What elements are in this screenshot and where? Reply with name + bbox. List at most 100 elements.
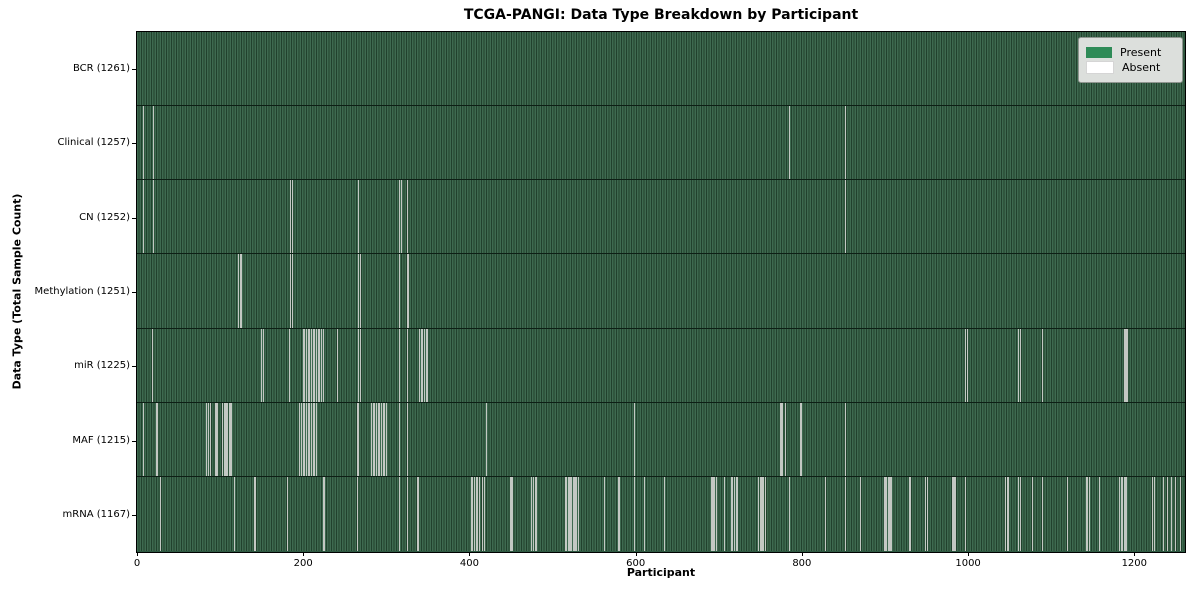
- absent-stripe: [1042, 328, 1044, 402]
- absent-stripe: [222, 402, 224, 477]
- absent-stripe: [1152, 477, 1154, 552]
- absent-stripe: [228, 402, 230, 477]
- absent-stripe: [379, 402, 381, 477]
- absent-stripe: [314, 328, 316, 402]
- absent-stripe: [408, 254, 410, 328]
- absent-stripe: [291, 180, 293, 254]
- y-tick-mark: [132, 143, 136, 145]
- absent-stripe: [571, 477, 573, 552]
- heatmap-rows: [136, 31, 1185, 552]
- heatmap-row-cn: [136, 180, 1185, 255]
- absent-stripe: [261, 328, 263, 402]
- absent-stripe: [1123, 477, 1125, 552]
- chart-title: TCGA-PANGI: Data Type Breakdown by Parti…: [463, 7, 859, 23]
- legend-item-absent: Absent: [1086, 61, 1174, 74]
- absent-stripe: [304, 328, 306, 402]
- absent-stripe: [322, 328, 324, 402]
- absent-stripe: [664, 477, 666, 552]
- absent-stripe: [844, 105, 846, 180]
- absent-stripe: [926, 477, 928, 552]
- absent-stripe: [360, 254, 362, 328]
- absent-stripe: [420, 328, 422, 402]
- absent-stripe: [475, 477, 477, 552]
- absent-stripe: [859, 477, 861, 552]
- absent-stripe: [323, 477, 325, 552]
- absent-stripe: [262, 328, 264, 402]
- x-tick-mark: [1134, 552, 1136, 556]
- absent-stripe: [784, 402, 786, 477]
- y-tick-mark: [132, 514, 136, 516]
- absent-stripe: [223, 402, 225, 477]
- absent-stripe: [532, 477, 535, 552]
- absent-stripe: [1098, 477, 1100, 552]
- absent-stripe: [316, 402, 318, 477]
- absent-stripe: [1127, 328, 1129, 402]
- legend-label-present: Present: [1120, 46, 1162, 59]
- absent-stripe: [306, 402, 308, 477]
- absent-stripe: [309, 402, 311, 477]
- absent-stripe: [951, 477, 953, 552]
- absent-stripe: [844, 402, 846, 477]
- absent-stripe: [712, 477, 714, 552]
- absent-stripe: [399, 402, 401, 477]
- absent-stripe: [724, 477, 726, 552]
- absent-stripe: [307, 328, 309, 402]
- absent-stripe: [478, 477, 480, 552]
- absent-stripe: [143, 105, 145, 180]
- heatmap-row-maf: [136, 402, 1185, 478]
- absent-stripe: [159, 477, 161, 552]
- absent-stripe: [887, 477, 889, 552]
- absent-stripe: [372, 402, 374, 477]
- absent-stripe: [358, 254, 360, 328]
- absent-stripe: [417, 477, 419, 552]
- absent-stripe: [237, 254, 239, 328]
- absent-stripe: [884, 477, 886, 552]
- absent-stripe: [1018, 328, 1020, 402]
- x-tick-label: 800: [792, 558, 812, 569]
- absent-stripe: [779, 402, 781, 477]
- absent-stripe: [734, 477, 736, 552]
- absent-stripe: [406, 402, 408, 477]
- absent-stripe: [319, 328, 321, 402]
- absent-stripe: [891, 477, 893, 552]
- y-tick-label: Methylation (1251): [34, 286, 130, 297]
- absent-stripe: [374, 402, 376, 477]
- absent-stripe: [483, 477, 485, 552]
- absent-stripe: [425, 328, 427, 402]
- y-tick-label: miR (1225): [74, 360, 130, 372]
- absent-stripe: [312, 328, 314, 402]
- y-tick-mark: [132, 366, 136, 368]
- absent-stripe: [510, 477, 512, 552]
- absent-stripe: [1085, 477, 1087, 552]
- absent-stripe: [406, 180, 408, 254]
- absent-stripe: [925, 477, 927, 552]
- absent-stripe: [1019, 328, 1022, 402]
- absent-stripe: [406, 477, 408, 552]
- absent-swatch-icon: [1086, 61, 1114, 74]
- absent-stripe: [889, 477, 891, 552]
- heatmap-row-methylation: [136, 254, 1185, 329]
- absent-stripe: [356, 477, 358, 552]
- absent-stripe: [844, 477, 846, 552]
- y-tick-label: CN (1252): [79, 211, 130, 223]
- absent-stripe: [572, 477, 574, 552]
- absent-stripe: [470, 477, 472, 552]
- absent-stripe: [569, 477, 571, 552]
- absent-stripe: [1006, 477, 1008, 552]
- absent-stripe: [909, 477, 911, 552]
- absent-stripe: [399, 328, 401, 402]
- absent-stripe: [288, 328, 290, 402]
- absent-stripe: [291, 254, 293, 328]
- absent-stripe: [1167, 477, 1169, 552]
- y-tick-label: BCR (1261): [72, 63, 130, 75]
- absent-stripe: [384, 402, 386, 477]
- absent-stripe: [737, 477, 739, 552]
- absent-stripe: [309, 328, 311, 402]
- absent-stripe: [424, 328, 426, 402]
- absent-stripe: [382, 402, 384, 477]
- x-tick-mark: [469, 552, 471, 556]
- absent-stripe: [966, 328, 968, 402]
- absent-stripe: [1118, 477, 1120, 552]
- x-axis-title: Participant: [626, 566, 696, 579]
- absent-stripe: [253, 477, 255, 552]
